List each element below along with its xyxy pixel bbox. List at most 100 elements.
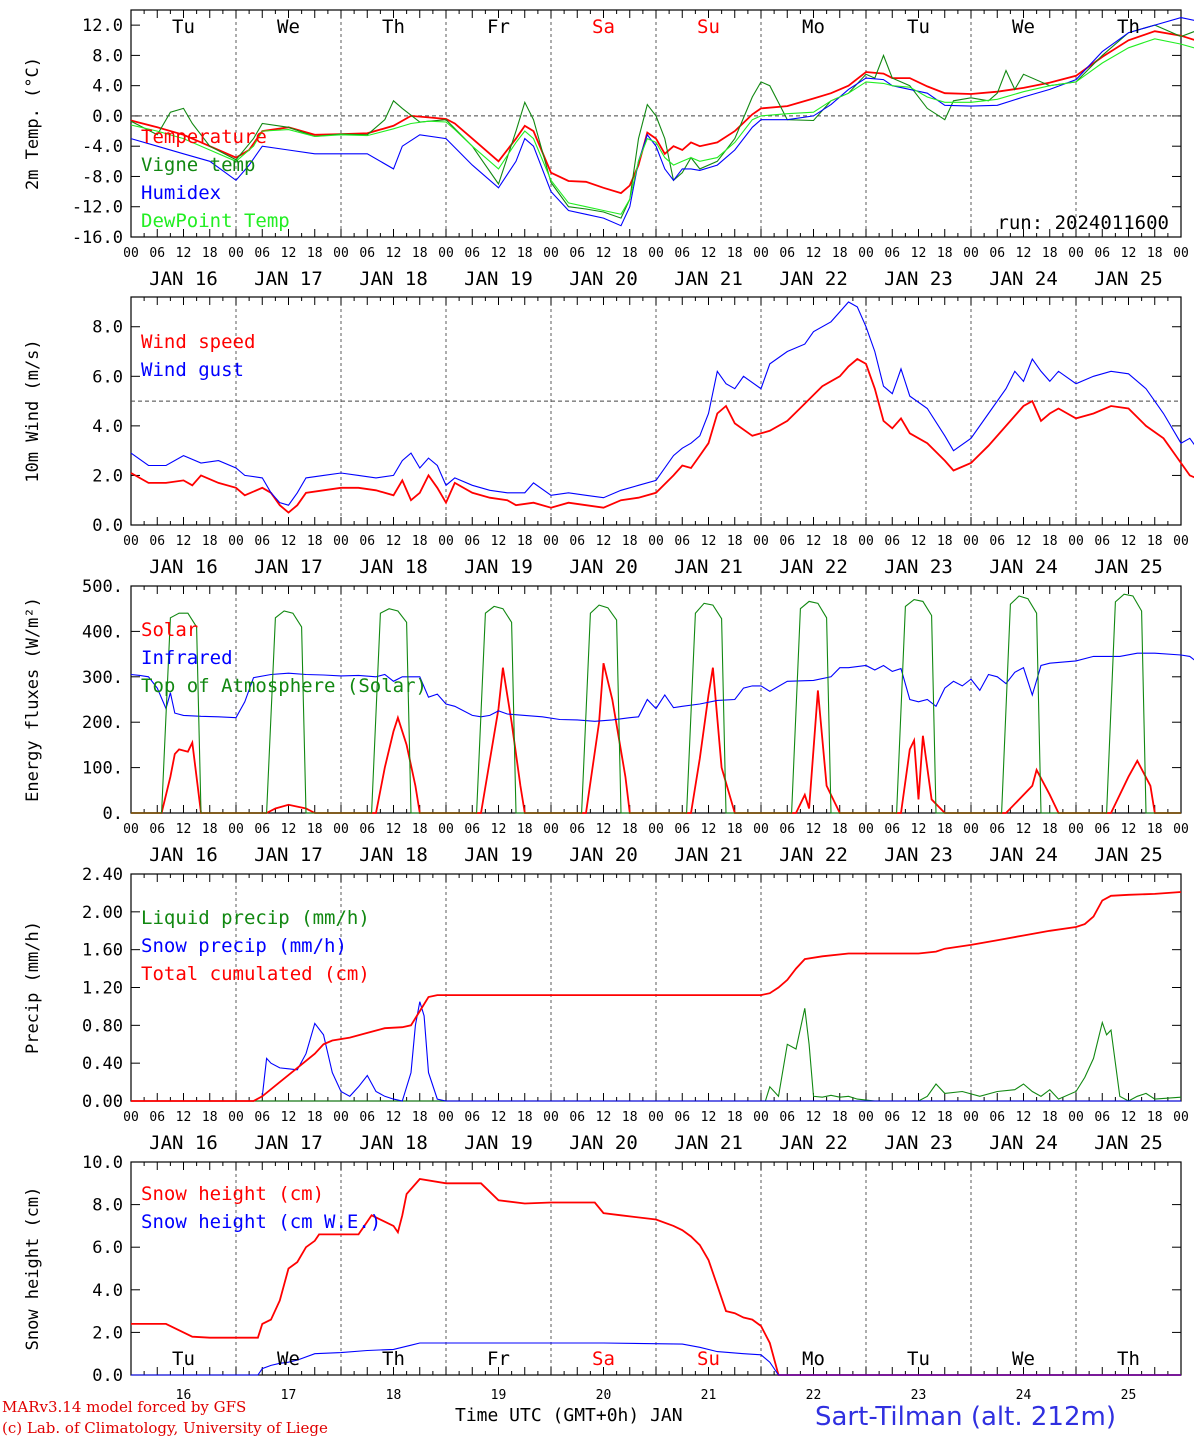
hour-tick-label: 06	[464, 822, 480, 837]
day-label: JAN 25	[1094, 844, 1163, 866]
hour-tick-label: 06	[884, 534, 900, 549]
y-tick-label: 2.00	[82, 903, 123, 923]
weekday-label: Su	[697, 1348, 720, 1370]
hour-tick-label: 00	[648, 822, 664, 837]
hour-tick-label: 12	[176, 822, 192, 837]
x-axis-title: Time UTC (GMT+0h) JAN	[455, 1405, 683, 1426]
day-number-label: 19	[491, 1388, 507, 1403]
hour-tick-label: 12	[701, 1110, 717, 1125]
hour-tick-label: 18	[307, 822, 323, 837]
hour-tick-label: 12	[701, 246, 717, 261]
day-label: JAN 24	[989, 268, 1058, 290]
weekday-label: Th	[382, 1348, 405, 1370]
hour-tick-label: 12	[281, 822, 297, 837]
hour-tick-label: 06	[674, 1110, 690, 1125]
day-label: JAN 24	[989, 844, 1058, 866]
hour-tick-label: 18	[727, 246, 743, 261]
hour-tick-label: 12	[491, 822, 507, 837]
hour-tick-label: 18	[832, 534, 848, 549]
series-line-red	[130, 30, 1194, 195]
hour-tick-label: 18	[517, 534, 533, 549]
hour-tick-label: 18	[412, 534, 428, 549]
legend-entry: Liquid precip (mm/h)	[141, 907, 370, 929]
hour-tick-label: 18	[202, 534, 218, 549]
y-tick-label: 100.	[82, 759, 123, 779]
hour-tick-label: 12	[386, 534, 402, 549]
weekday-label: Sa	[592, 1348, 615, 1370]
y-tick-label: 2.0	[92, 466, 123, 486]
hour-tick-label: 00	[963, 246, 979, 261]
model-credit: MARv3.14 model forced by GFS	[2, 1398, 247, 1416]
day-label: JAN 25	[1094, 1132, 1163, 1154]
y-axis-label: 10m Wind (m/s)	[23, 339, 43, 482]
day-label: JAN 19	[464, 844, 533, 866]
hour-tick-label: 12	[386, 1110, 402, 1125]
series-line-green	[130, 24, 1194, 219]
hour-tick-label: 18	[622, 1110, 638, 1125]
weekday-label: We	[277, 1348, 300, 1370]
day-number-label: 25	[1121, 1388, 1137, 1403]
hour-tick-label: 18	[622, 534, 638, 549]
hour-tick-label: 00	[1173, 246, 1189, 261]
hour-tick-label: 18	[1042, 246, 1058, 261]
hour-tick-label: 00	[963, 1110, 979, 1125]
day-number-label: 24	[1016, 1388, 1032, 1403]
hour-tick-label: 00	[228, 534, 244, 549]
day-label: JAN 17	[254, 1132, 323, 1154]
y-tick-label: -12.0	[72, 198, 123, 218]
hour-tick-label: 18	[517, 246, 533, 261]
day-label: JAN 18	[359, 844, 428, 866]
series-line-red	[131, 891, 1182, 1102]
hour-tick-label: 06	[569, 1110, 585, 1125]
hour-tick-label: 06	[569, 822, 585, 837]
series-line-lightgreen	[130, 38, 1194, 215]
weekday-label: Su	[697, 16, 720, 38]
hour-tick-label: 00	[1068, 534, 1084, 549]
hour-tick-label: 00	[543, 246, 559, 261]
day-label: JAN 21	[674, 844, 743, 866]
hour-tick-label: 00	[1173, 1110, 1189, 1125]
hour-tick-label: 00	[753, 1110, 769, 1125]
hour-tick-label: 00	[333, 1110, 349, 1125]
day-label: JAN 19	[464, 1132, 533, 1154]
hour-tick-label: 12	[596, 822, 612, 837]
hour-tick-label: 18	[622, 246, 638, 261]
y-tick-label: 8.0	[92, 1196, 123, 1216]
hour-tick-label: 18	[937, 534, 953, 549]
weekday-label: We	[1012, 1348, 1035, 1370]
y-tick-label: 12.0	[82, 16, 123, 36]
hour-tick-label: 00	[228, 822, 244, 837]
hour-tick-label: 06	[989, 1110, 1005, 1125]
hour-tick-label: 00	[963, 822, 979, 837]
y-tick-label: 400.	[82, 622, 123, 642]
hour-tick-label: 18	[937, 1110, 953, 1125]
hour-tick-label: 06	[674, 246, 690, 261]
hour-tick-label: 00	[1173, 822, 1189, 837]
y-tick-label: -8.0	[82, 167, 123, 187]
weekday-label: Fr	[487, 16, 510, 38]
hour-tick-label: 00	[543, 534, 559, 549]
y-tick-label: 0.0	[92, 516, 123, 536]
hour-tick-label: 18	[937, 822, 953, 837]
y-tick-label: 1.20	[82, 979, 123, 999]
weekday-label: Fr	[487, 1348, 510, 1370]
weekday-label: Th	[1117, 1348, 1140, 1370]
y-axis-label: 2m Temp. (°C)	[23, 57, 43, 190]
hour-tick-label: 06	[464, 534, 480, 549]
hour-tick-label: 06	[884, 1110, 900, 1125]
weekday-label: We	[277, 16, 300, 38]
day-label: JAN 19	[464, 268, 533, 290]
y-tick-label: 2.40	[82, 865, 123, 885]
hour-tick-label: 00	[858, 246, 874, 261]
hour-tick-label: 12	[281, 246, 297, 261]
legend-entry: Vigne temp	[141, 154, 255, 176]
weekday-label: Th	[1117, 16, 1140, 38]
hour-tick-label: 18	[937, 246, 953, 261]
y-tick-label: 8.0	[92, 46, 123, 66]
legend-entry: Total cumulated (cm)	[141, 963, 370, 985]
hour-tick-label: 06	[779, 822, 795, 837]
hour-tick-label: 18	[412, 822, 428, 837]
hour-tick-label: 18	[1042, 534, 1058, 549]
series-line-green	[131, 1008, 1182, 1102]
